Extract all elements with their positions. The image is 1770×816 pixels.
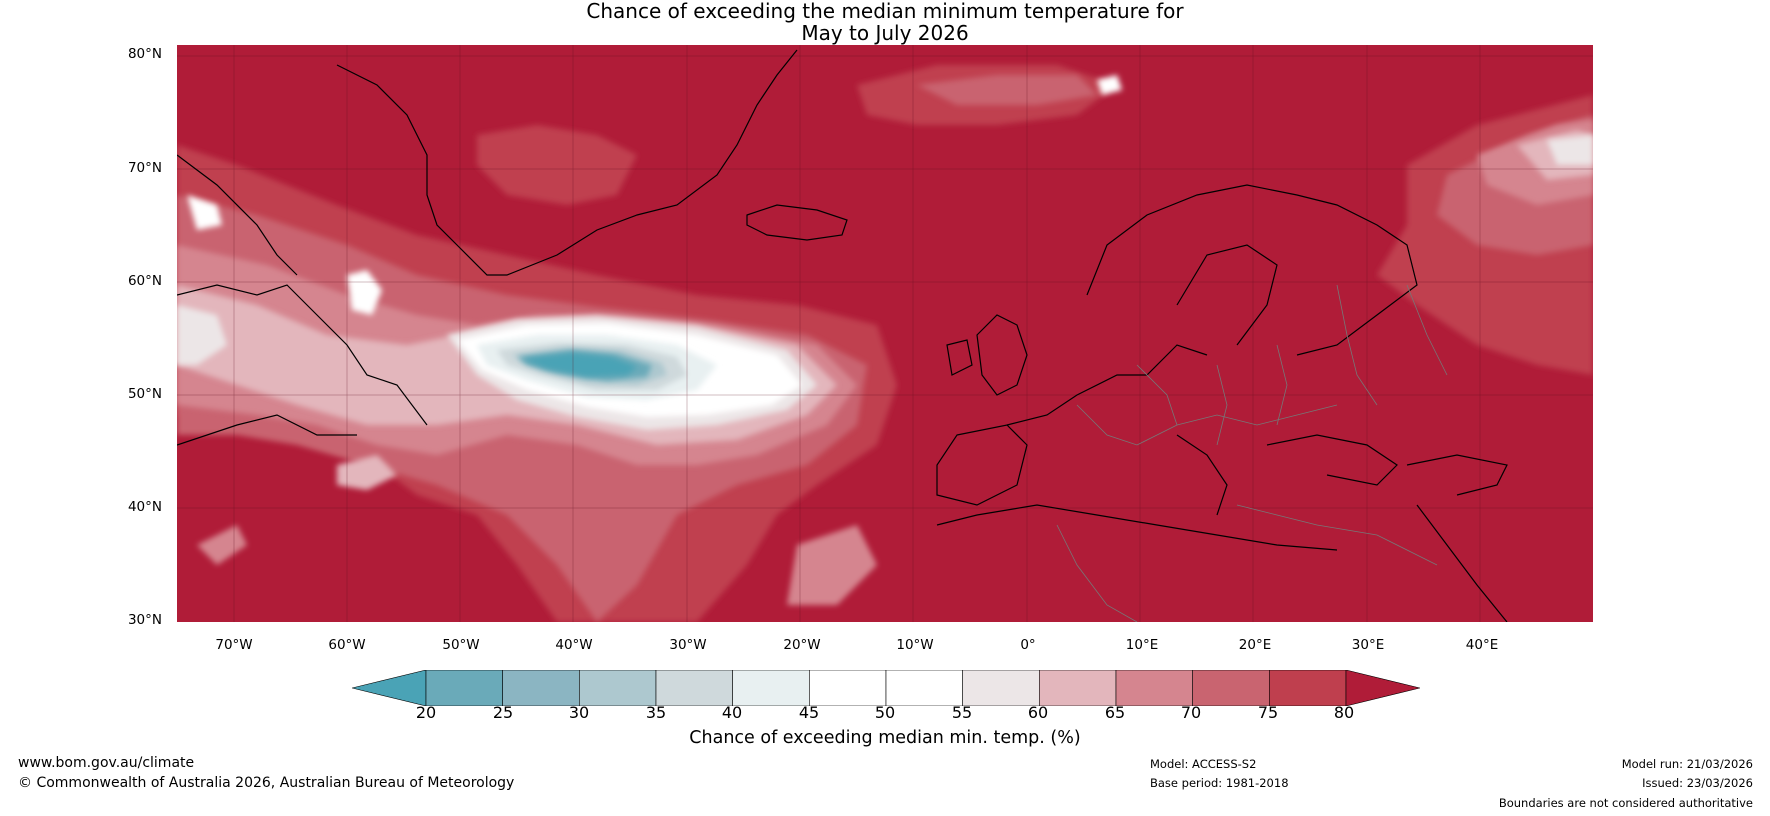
lon-label-50w: 50°W	[442, 637, 480, 653]
lon-label-30w: 30°W	[669, 637, 707, 653]
lon-label-30e: 30°E	[1351, 637, 1385, 653]
lon-label-0: 0°	[1020, 637, 1036, 653]
lat-label-50n: 50°N	[127, 386, 162, 402]
colorbar-tick: 50	[874, 703, 896, 722]
lon-label-40w: 40°W	[555, 637, 593, 653]
footer-base-period: Base period: 1981-2018	[1150, 776, 1289, 790]
lon-label-20w: 20°W	[783, 637, 821, 653]
colorbar-tick: 35	[645, 703, 667, 722]
map-gridlines	[177, 45, 1593, 622]
lat-label-80n: 80°N	[127, 46, 162, 62]
footer-model-run: Model run: 21/03/2026	[1621, 757, 1753, 771]
map-title-line-2: May to July 2026	[801, 21, 969, 45]
lat-label-70n: 70°N	[127, 160, 162, 176]
lon-label-40e: 40°E	[1465, 637, 1499, 653]
colorbar-tick: 70	[1180, 703, 1202, 722]
colorbar-segment	[425, 669, 503, 707]
colorbar-tick: 80	[1333, 703, 1355, 722]
colorbar-tick: 75	[1257, 703, 1279, 722]
probability-map	[177, 45, 1593, 622]
lon-label-10e: 10°E	[1125, 637, 1159, 653]
lon-label-70w: 70°W	[215, 637, 253, 653]
footer-model: Model: ACCESS-S2	[1150, 757, 1257, 771]
colorbar-label: Chance of exceeding median min. temp. (%…	[689, 728, 1081, 748]
lon-label-20e: 20°E	[1238, 637, 1272, 653]
colorbar-segment	[1192, 669, 1270, 707]
coastlines	[177, 49, 1508, 622]
lon-label-10w: 10°W	[896, 637, 934, 653]
colorbar-tick: 45	[798, 703, 820, 722]
category-below-25-band	[522, 353, 637, 377]
colorbar-segment	[962, 669, 1040, 707]
colorbar-segment	[502, 669, 580, 707]
colorbar-tick: 25	[492, 703, 514, 722]
colorbar	[351, 669, 1421, 707]
colorbar-segment	[655, 669, 733, 707]
lat-label-40n: 40°N	[127, 499, 162, 515]
lat-label-60n: 60°N	[127, 273, 162, 289]
colorbar-segment	[1269, 669, 1347, 707]
colorbar-segment	[732, 669, 810, 707]
colorbar-tick: 20	[415, 703, 437, 722]
colorbar-tick: 30	[568, 703, 590, 722]
map-title-line-1: Chance of exceeding the median minimum t…	[586, 0, 1184, 23]
colorbar-segment	[1039, 669, 1117, 707]
colorbar-segment	[579, 669, 657, 707]
lon-label-60w: 60°W	[328, 637, 366, 653]
colorbar-segment	[885, 669, 963, 707]
footer-copyright: © Commonwealth of Australia 2026, Austra…	[18, 775, 515, 791]
colorbar-tick: 55	[951, 703, 973, 722]
footer-issued: Issued: 23/03/2026	[1642, 776, 1753, 790]
colorbar-tick: 40	[721, 703, 743, 722]
colorbar-arrow-low	[351, 669, 427, 707]
colorbar-tick: 65	[1104, 703, 1126, 722]
colorbar-arrow-high	[1345, 669, 1421, 707]
country-borders	[1056, 284, 1448, 622]
colorbar-tick: 60	[1027, 703, 1049, 722]
colorbar-segment	[809, 669, 887, 707]
footer-disclaimer: Boundaries are not considered authoritat…	[1498, 796, 1753, 810]
colorbar-segment	[1115, 669, 1193, 707]
footer-website[interactable]: www.bom.gov.au/climate	[18, 755, 195, 771]
lat-label-30n: 30°N	[127, 612, 162, 628]
